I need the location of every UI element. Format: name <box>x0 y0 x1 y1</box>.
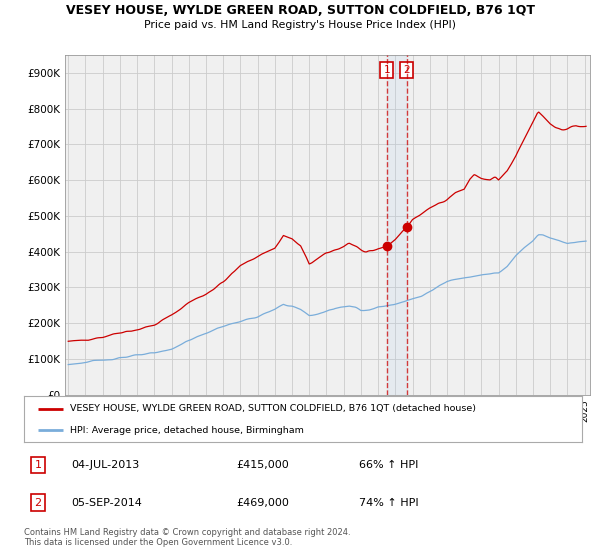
Text: 66% ↑ HPI: 66% ↑ HPI <box>359 460 418 470</box>
Text: 05-SEP-2014: 05-SEP-2014 <box>71 498 142 508</box>
Text: Price paid vs. HM Land Registry's House Price Index (HPI): Price paid vs. HM Land Registry's House … <box>144 20 456 30</box>
Text: 74% ↑ HPI: 74% ↑ HPI <box>359 498 418 508</box>
Text: £415,000: £415,000 <box>236 460 289 470</box>
Text: VESEY HOUSE, WYLDE GREEN ROAD, SUTTON COLDFIELD, B76 1QT (detached house): VESEY HOUSE, WYLDE GREEN ROAD, SUTTON CO… <box>70 404 476 413</box>
Text: 2: 2 <box>404 65 410 75</box>
Bar <box>386 55 407 395</box>
Text: 04-JUL-2013: 04-JUL-2013 <box>71 460 140 470</box>
Text: £469,000: £469,000 <box>236 498 289 508</box>
Text: 1: 1 <box>383 65 390 75</box>
Text: 1: 1 <box>34 460 41 470</box>
Text: VESEY HOUSE, WYLDE GREEN ROAD, SUTTON COLDFIELD, B76 1QT: VESEY HOUSE, WYLDE GREEN ROAD, SUTTON CO… <box>65 4 535 17</box>
Text: 2: 2 <box>34 498 41 508</box>
Text: Contains HM Land Registry data © Crown copyright and database right 2024.
This d: Contains HM Land Registry data © Crown c… <box>24 528 350 547</box>
Text: HPI: Average price, detached house, Birmingham: HPI: Average price, detached house, Birm… <box>70 426 304 435</box>
